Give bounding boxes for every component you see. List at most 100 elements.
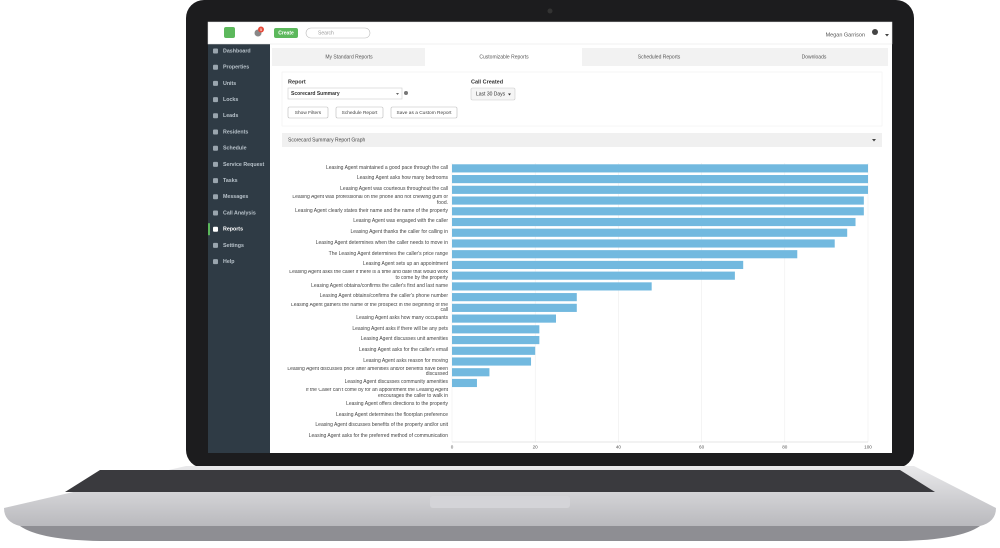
bar[interactable]	[452, 303, 577, 312]
y-tick-label: Leasing Agent asks for the caller's emai…	[358, 347, 448, 354]
report-label: Report	[288, 79, 306, 85]
sidebar-icon	[213, 64, 218, 70]
bar[interactable]	[452, 185, 868, 194]
y-tick-label: Leasing Agent asks if there will be any …	[352, 325, 448, 332]
sidebar-icon	[213, 97, 218, 103]
tab[interactable]: Downloads	[802, 54, 827, 60]
date-button[interactable]	[470, 87, 516, 101]
sidebar-item[interactable]: Dashboard	[223, 48, 251, 54]
category-label-wrap: Leasing Agent asks for the caller's emai…	[286, 345, 448, 356]
y-tick-label: Leasing Agent was professional on the ph…	[292, 195, 448, 206]
bar[interactable]	[452, 260, 744, 270]
category-label-box: Leasing Agent discusses benefits of the …	[286, 421, 448, 432]
category-label-wrap: Leasing Agent asks if there will be any …	[286, 324, 448, 335]
logo	[224, 27, 235, 38]
category-label-box: Leasing Agent was engaged with the calle…	[286, 217, 448, 228]
sidebar-item[interactable]: Help	[223, 259, 235, 265]
category-label-wrap: Leasing Agent maintained a good pace thr…	[286, 163, 448, 174]
filter-button[interactable]	[287, 106, 329, 119]
bar[interactable]	[452, 314, 556, 323]
sidebar-item[interactable]: Leads	[223, 113, 238, 119]
sidebar-item[interactable]: Tasks	[223, 178, 238, 184]
category-label-box: Leasing Agent determines the floorplan p…	[336, 412, 448, 418]
category-label-box: Leasing Agent asks if there will be any …	[286, 324, 448, 335]
bar[interactable]	[452, 346, 536, 355]
call-created-value: Last 30 Days	[476, 91, 506, 97]
bar[interactable]	[452, 217, 856, 227]
sidebar-item[interactable]: Locks	[223, 97, 238, 103]
bar[interactable]	[452, 164, 868, 173]
filter-button[interactable]	[335, 106, 384, 119]
category-label-box: Leasing Agent discusses community amenit…	[345, 380, 448, 386]
bar[interactable]	[452, 357, 532, 366]
bar[interactable]	[452, 271, 735, 280]
y-tick-label: Leasing Agent discusses unit amenities	[360, 336, 448, 343]
bar[interactable]	[452, 250, 798, 259]
y-tick-label: Leasing Agent gathers the name of the pr…	[290, 302, 448, 313]
x-tick-label: 40	[616, 445, 622, 450]
category-label-wrap: Leasing Agent asks the caller if there i…	[286, 270, 448, 281]
category-label-wrap: Leasing Agent offers directions to the p…	[286, 399, 448, 410]
bar[interactable]	[452, 196, 864, 205]
sidebar-icon	[213, 113, 218, 119]
bar[interactable]	[452, 175, 868, 184]
category-label-wrap: Leasing Agent was engaged with the calle…	[286, 217, 448, 228]
bar[interactable]	[452, 325, 540, 334]
bar[interactable]	[452, 282, 652, 291]
y-tick-label: Leasing Agent asks how many bedrooms	[356, 175, 448, 182]
category-label-box: Leasing Agent maintained a good pace thr…	[286, 163, 448, 174]
y-tick-label: Leasing Agent obtains/confirms the calle…	[319, 293, 448, 300]
category-label-wrap: Leasing Agent discusses benefits of the …	[286, 421, 448, 432]
search-placeholder: Search	[318, 30, 334, 36]
report-select[interactable]	[287, 87, 403, 100]
y-tick-label: Leasing Agent asks how many occupants	[356, 314, 448, 321]
category-label-wrap: Leasing Agent was professional on the ph…	[286, 195, 448, 206]
y-tick-label: Leasing Agent discusses benefits of the …	[315, 422, 448, 429]
sidebar-item[interactable]: Messages	[223, 194, 248, 200]
y-tick-label: Leasing Agent obtains/confirms the calle…	[311, 282, 448, 289]
search-box[interactable]	[305, 27, 371, 39]
sidebar-item[interactable]: Service Request	[223, 162, 264, 168]
sidebar-active	[208, 223, 210, 236]
filter-button[interactable]	[390, 106, 458, 119]
report-value: Scorecard Summary	[291, 91, 340, 97]
bar[interactable]	[452, 335, 540, 345]
category-label-box: Leasing Agent offers directions to the p…	[286, 399, 448, 410]
category-label-box: Leasing Agent asks the caller if there i…	[286, 270, 448, 281]
category-label-wrap: Leasing Agent determines when the caller…	[286, 238, 448, 249]
help-icon[interactable]	[404, 91, 408, 95]
sidebar-item[interactable]: Units	[223, 81, 236, 87]
tab[interactable]: Customizable Reports	[479, 54, 529, 60]
user-name[interactable]: Megan Garrison	[826, 32, 865, 38]
sidebar-item[interactable]: Call Analysis	[223, 210, 256, 216]
tab[interactable]: Scheduled Reports	[638, 54, 681, 60]
category-label-wrap: Leasing Agent was courteous throughout t…	[286, 184, 448, 195]
sidebar-item[interactable]: Reports	[223, 227, 243, 233]
y-tick-label: The Leasing Agent determines the caller'…	[328, 250, 448, 257]
x-tick-label: 0	[451, 445, 454, 450]
y-tick-label: Leasing Agent was engaged with the calle…	[353, 218, 448, 225]
panel-header[interactable]	[282, 133, 882, 147]
bar[interactable]	[452, 239, 835, 248]
tab[interactable]: My Standard Reports	[325, 54, 373, 60]
sidebar-icon	[213, 259, 218, 265]
sidebar-item[interactable]: Schedule	[223, 146, 247, 152]
y-tick-label: Leasing Agent asks for the preferred met…	[308, 432, 448, 439]
category-label-wrap: Leasing Agent asks how many occupants	[286, 313, 448, 324]
sidebar-icon	[213, 210, 218, 216]
bar[interactable]	[452, 378, 477, 388]
bar[interactable]	[452, 207, 864, 216]
y-tick-label: Leasing Agent maintained a good pace thr…	[325, 164, 448, 171]
x-tick-label: 80	[782, 445, 788, 450]
sidebar-item[interactable]: Settings	[223, 243, 244, 249]
category-label-wrap: Leasing Agent obtains/confirms the calle…	[286, 281, 448, 292]
bar[interactable]	[452, 293, 577, 302]
create-button[interactable]	[274, 28, 298, 38]
keyboard	[65, 470, 935, 492]
bar[interactable]	[452, 368, 490, 377]
sidebar-item[interactable]: Properties	[223, 65, 249, 71]
bar[interactable]	[452, 228, 848, 237]
panel-caret	[872, 139, 876, 142]
category-label-wrap: Leasing Agent asks for the preferred met…	[286, 431, 448, 442]
sidebar-item[interactable]: Residents	[223, 129, 248, 135]
